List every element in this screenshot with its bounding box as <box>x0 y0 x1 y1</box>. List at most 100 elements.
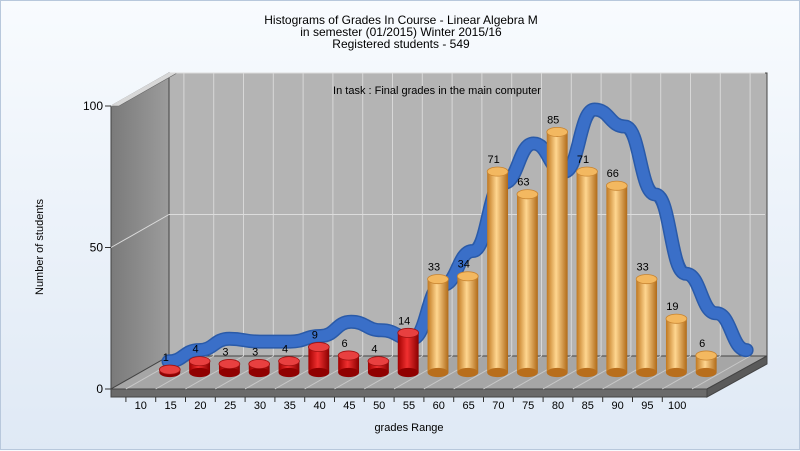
bar-base <box>695 367 717 378</box>
bar-cap <box>218 359 241 369</box>
bar-base <box>457 367 479 378</box>
bar-body <box>636 279 658 373</box>
x-tick-label-65: 65 <box>462 400 474 412</box>
bar-base <box>427 367 449 378</box>
bar-body <box>189 361 211 373</box>
bar-cap <box>427 274 449 285</box>
data-label-75: 85 <box>547 114 559 126</box>
floor-right-edge <box>706 355 768 398</box>
data-label-100: 6 <box>699 338 705 350</box>
x-tick-label-25: 25 <box>224 400 236 412</box>
bar-body <box>367 361 389 373</box>
data-label-30: 4 <box>282 344 288 356</box>
bar-45 <box>367 356 390 378</box>
x-tick-label-15: 15 <box>164 400 176 412</box>
bar-cap <box>546 126 569 137</box>
x-axis-label: grades Range <box>374 422 443 434</box>
x-tick-label-90: 90 <box>611 400 623 412</box>
bar-base <box>636 367 658 378</box>
x-tick-label-35: 35 <box>284 400 296 412</box>
data-label-65: 71 <box>487 154 499 166</box>
bar-cap <box>248 359 271 369</box>
bar-40 <box>337 350 360 378</box>
bar-body <box>457 276 479 373</box>
bar-cap <box>397 327 420 338</box>
data-label-80: 71 <box>577 154 589 166</box>
bar-base <box>278 367 300 378</box>
bar-base <box>606 367 628 378</box>
data-label-10: 1 <box>163 352 169 364</box>
bar-base <box>516 367 538 378</box>
x-tick-label-45: 45 <box>343 400 355 412</box>
bar-base <box>665 367 687 378</box>
bar-base <box>546 367 568 378</box>
data-label-40: 6 <box>342 338 348 350</box>
chart-title-line-1: Histograms of Grades In Course - Linear … <box>264 13 538 27</box>
y-axis-label: Number of students <box>34 199 46 295</box>
bar-cap <box>158 364 181 375</box>
x-tick-label-95: 95 <box>641 400 653 412</box>
bar-cap <box>635 274 658 285</box>
y-tick-label: 0 <box>96 382 103 396</box>
data-label-60: 34 <box>458 259 470 271</box>
bar-70 <box>516 189 539 378</box>
x-tick-label-20: 20 <box>194 400 206 412</box>
bar-base <box>487 367 509 378</box>
x-tick-label-10: 10 <box>135 400 147 412</box>
bar-cap <box>188 356 211 367</box>
trend-line-layer <box>161 102 754 369</box>
bar-25 <box>248 359 271 378</box>
bar-body <box>576 171 598 373</box>
side-wall-gridline <box>110 214 170 248</box>
bar-10 <box>158 364 181 378</box>
bar-cap <box>278 356 300 367</box>
bar-cap <box>486 166 509 177</box>
bar-cap <box>516 189 539 200</box>
bar-body <box>606 185 628 373</box>
x-tick-label-80: 80 <box>552 400 564 412</box>
bar-body <box>278 361 300 373</box>
chart-title-line-3: Registered students - 549 <box>332 37 470 51</box>
bar-base <box>218 367 240 378</box>
y-tick-label: 100 <box>83 99 103 113</box>
bar-65 <box>486 166 509 378</box>
bar-cap <box>605 180 628 191</box>
x-tick-label-30: 30 <box>254 400 266 412</box>
x-tick-label-60: 60 <box>433 400 445 412</box>
bar-body <box>487 171 509 373</box>
bar-body <box>516 194 538 373</box>
bar-cap <box>307 342 330 353</box>
side-wall-gridline <box>110 72 170 107</box>
bar-cap <box>337 350 360 361</box>
x-tick-label-50: 50 <box>373 400 385 412</box>
y-tick-label: 50 <box>90 241 104 255</box>
bar-body <box>546 131 568 373</box>
bars-layer <box>158 126 718 378</box>
bar-body <box>665 318 687 373</box>
data-label-15: 4 <box>193 344 199 356</box>
bar-base <box>308 367 330 378</box>
data-label-55: 33 <box>428 262 440 274</box>
x-tick-label-100: 100 <box>668 400 686 412</box>
bar-100 <box>695 350 718 378</box>
bar-20 <box>218 359 241 378</box>
bar-80 <box>576 166 598 378</box>
bar-95 <box>665 313 688 378</box>
floor-front-edge <box>110 388 708 398</box>
chart-subtitle: In task : Final grades in the main compu… <box>333 85 541 97</box>
chart-title-line-2: in semester (01/2015) Winter 2015/16 <box>300 25 502 39</box>
bar-cap <box>576 166 598 177</box>
data-label-90: 33 <box>636 262 648 274</box>
bar-body <box>308 347 330 373</box>
bar-cap <box>456 271 479 282</box>
bar-cap <box>665 313 688 324</box>
bar-cap <box>367 356 390 367</box>
bar-15 <box>188 356 211 378</box>
bar-base <box>576 367 598 378</box>
bar-35 <box>307 342 330 378</box>
x-tick-label-85: 85 <box>582 400 594 412</box>
bar-90 <box>635 274 658 378</box>
floor-gridline <box>691 355 751 390</box>
